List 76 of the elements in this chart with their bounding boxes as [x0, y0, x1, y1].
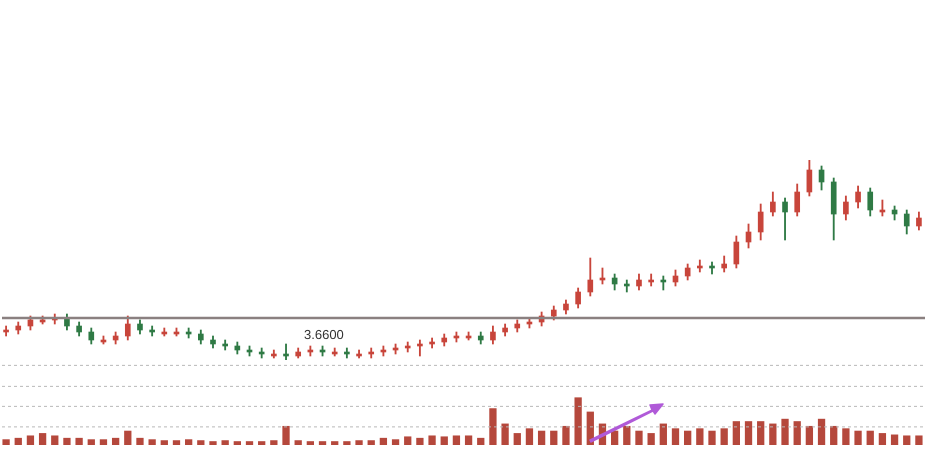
bar	[684, 430, 692, 445]
bar	[124, 430, 132, 445]
bar	[160, 440, 168, 445]
bar	[282, 426, 290, 445]
bar	[270, 440, 278, 445]
bar	[514, 433, 521, 445]
bar	[318, 441, 326, 445]
annotation: 3.6600	[304, 327, 344, 342]
bar	[464, 435, 472, 445]
bar	[2, 439, 10, 445]
bar	[574, 397, 582, 445]
bar	[866, 430, 874, 445]
bar	[112, 438, 120, 445]
bar	[258, 441, 266, 445]
bar	[294, 440, 302, 445]
bar	[757, 421, 764, 445]
bar	[696, 428, 704, 445]
bar	[477, 438, 484, 445]
bar	[38, 433, 46, 445]
bar	[26, 435, 34, 445]
bar	[501, 424, 509, 445]
bar	[75, 438, 83, 445]
bar	[172, 440, 180, 445]
bar	[88, 439, 95, 445]
bar	[63, 438, 71, 445]
bar	[14, 438, 22, 445]
bar	[818, 418, 826, 445]
bar	[368, 440, 375, 445]
bar	[209, 441, 217, 445]
bar	[538, 430, 546, 445]
bar	[392, 439, 400, 445]
bar	[306, 441, 314, 445]
bar	[660, 424, 667, 445]
bar	[380, 438, 388, 445]
bar	[222, 440, 229, 445]
bar	[610, 430, 618, 445]
bar	[246, 441, 254, 445]
bar	[586, 412, 594, 445]
bar	[440, 436, 448, 445]
bar	[404, 436, 412, 445]
bar	[136, 438, 144, 445]
bar	[428, 435, 436, 445]
bar	[903, 435, 910, 445]
bar	[623, 426, 630, 445]
bar	[830, 426, 838, 445]
bar	[744, 421, 752, 445]
bar	[452, 435, 460, 445]
bar	[648, 433, 655, 445]
bar	[720, 428, 728, 445]
bar	[794, 421, 801, 445]
bar	[148, 439, 156, 445]
bar	[854, 430, 862, 445]
bar	[781, 418, 789, 445]
bar	[416, 438, 424, 445]
bar	[708, 430, 716, 445]
bar	[550, 430, 558, 445]
bar	[51, 435, 58, 445]
bar	[915, 435, 923, 445]
bar	[343, 441, 351, 445]
bar	[489, 408, 497, 445]
bar	[100, 439, 108, 445]
bar	[331, 441, 338, 445]
bar	[526, 428, 534, 445]
bar	[355, 440, 363, 445]
bar	[635, 430, 643, 445]
bar	[672, 428, 680, 445]
bar	[890, 434, 898, 445]
bar	[197, 440, 204, 445]
bar	[842, 428, 850, 445]
bar	[769, 424, 777, 445]
bar	[878, 433, 886, 445]
bar	[185, 439, 192, 445]
bar	[234, 441, 241, 445]
bar	[732, 421, 740, 445]
bar	[806, 426, 814, 445]
bar	[562, 426, 570, 445]
